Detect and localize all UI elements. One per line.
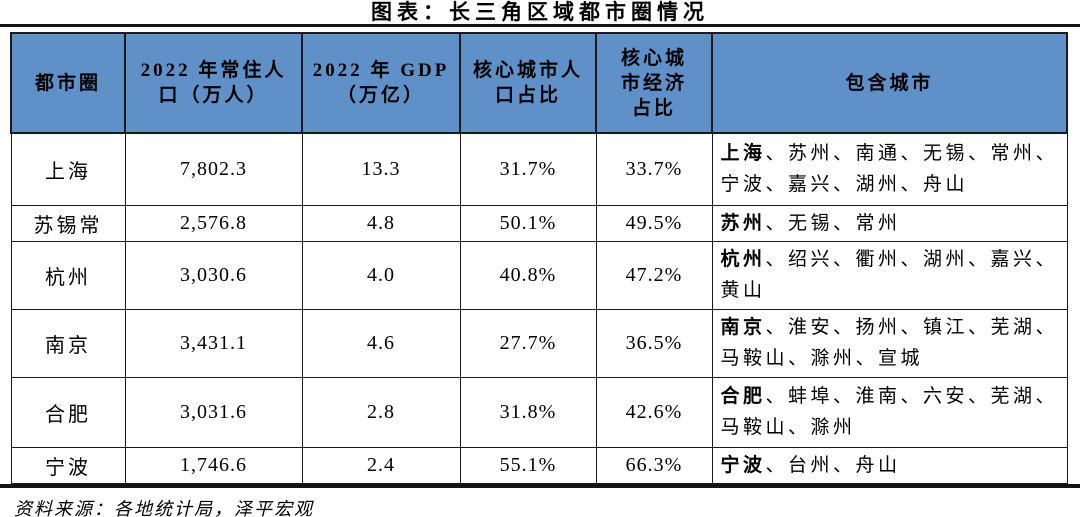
gdp-value: 4.0 [301, 240, 461, 310]
core-city-name: 杭州 [720, 249, 766, 270]
population-value: 7,802.3 [124, 132, 303, 206]
table-bottom-rule [0, 483, 1080, 488]
included-cities: 合肥、蚌埠、淮南、六安、芜湖、马鞍山、滁州 [711, 376, 1068, 448]
gdp-value: 13.3 [301, 132, 461, 206]
core-city-name: 苏州 [720, 212, 766, 234]
other-cities: 、苏州、南通、无锡、常州、宁波、嘉兴、湖州、舟山 [720, 143, 1059, 196]
population-value: 3,030.6 [124, 240, 303, 310]
included-cities: 苏州、无锡、常州 [711, 204, 1068, 242]
other-cities: 、蚌埠、淮南、六安、芜湖、马鞍山、滁州 [720, 386, 1059, 438]
metro-name: 宁波 [10, 446, 126, 484]
header-row: 都市圈 2022 年常住人 口（万人） 2022 年 GDP （万亿） 核心城市人口… [10, 32, 1068, 134]
gdp-value: 2.8 [301, 376, 461, 448]
gdp-value: 2.4 [301, 446, 461, 484]
core-pop-share-value: 55.1% [459, 446, 597, 484]
metro-name: 杭州 [10, 240, 126, 310]
header-cell-core-pop-share: 核心城市人 口占比 [459, 32, 597, 134]
table-row: 苏锡常 2,576.8 4.8 50.1% 49.5% 苏州、无锡、常州 [10, 204, 1068, 242]
gdp-value: 4.8 [301, 204, 461, 242]
header-cell-population: 2022 年常住人 口（万人） [124, 32, 303, 134]
gdp-value: 4.6 [301, 308, 461, 378]
table-row: 合肥 3,031.6 2.8 31.8% 42.6% 合肥、蚌埠、淮南、六安、芜… [10, 376, 1068, 448]
page-title: 图表：长三角区域都市圈情况 [371, 0, 709, 24]
core-econ-share-value: 36.5% [595, 308, 713, 378]
metro-name: 合肥 [10, 376, 126, 448]
header-cell-included-cities: 包含城市 [711, 32, 1068, 134]
source-note: 资料来源：各地统计局，泽平宏观 [14, 498, 314, 517]
core-city-name: 南京 [720, 317, 766, 338]
core-econ-share-value: 42.6% [595, 376, 713, 448]
other-cities: 、台州、舟山 [765, 454, 901, 476]
included-cities: 宁波、台州、舟山 [711, 446, 1068, 484]
population-value: 3,031.6 [124, 376, 303, 448]
included-cities: 南京、淮安、扬州、镇江、芜湖、马鞍山、滁州、宣城 [711, 308, 1068, 378]
other-cities: 、无锡、常州 [765, 212, 901, 234]
table-row: 上海 7,802.3 13.3 31.7% 33.7% 上海、苏州、南通、无锡、… [10, 132, 1068, 206]
core-econ-share-value: 66.3% [595, 446, 713, 484]
population-value: 1,746.6 [124, 446, 303, 484]
core-pop-share-value: 27.7% [459, 308, 597, 378]
table-row: 宁波 1,746.6 2.4 55.1% 66.3% 宁波、台州、舟山 [10, 446, 1068, 484]
core-econ-share-value: 49.5% [595, 204, 713, 242]
included-cities: 杭州、绍兴、衢州、湖州、嘉兴、黄山 [711, 240, 1068, 310]
metro-name: 苏锡常 [10, 204, 126, 242]
core-city-name: 合肥 [720, 386, 766, 407]
table-row: 杭州 3,030.6 4.0 40.8% 47.2% 杭州、绍兴、衢州、湖州、嘉… [10, 240, 1068, 310]
title-rule [0, 24, 1080, 27]
metro-name: 南京 [10, 308, 126, 378]
header-cell-core-econ-share: 核心城 市经济 占比 [595, 32, 713, 134]
core-city-name: 上海 [720, 143, 766, 165]
table-row: 南京 3,431.1 4.6 27.7% 36.5% 南京、淮安、扬州、镇江、芜… [10, 308, 1068, 378]
core-pop-share-value: 31.8% [459, 376, 597, 448]
other-cities: 、绍兴、衢州、湖州、嘉兴、黄山 [720, 249, 1059, 301]
core-econ-share-value: 47.2% [595, 240, 713, 310]
core-econ-share-value: 33.7% [595, 132, 713, 206]
metro-name: 上海 [10, 132, 126, 206]
header-cell-metro: 都市圈 [10, 32, 126, 134]
metro-areas-table: 都市圈 2022 年常住人 口（万人） 2022 年 GDP （万亿） 核心城市人口… [10, 32, 1068, 484]
header-cell-gdp: 2022 年 GDP （万亿） [301, 32, 461, 134]
core-pop-share-value: 40.8% [459, 240, 597, 310]
core-city-name: 宁波 [720, 454, 766, 476]
core-pop-share-value: 31.7% [459, 132, 597, 206]
population-value: 2,576.8 [124, 204, 303, 242]
core-pop-share-value: 50.1% [459, 204, 597, 242]
included-cities: 上海、苏州、南通、无锡、常州、宁波、嘉兴、湖州、舟山 [711, 132, 1068, 206]
other-cities: 、淮安、扬州、镇江、芜湖、马鞍山、滁州、宣城 [720, 317, 1059, 369]
population-value: 3,431.1 [124, 308, 303, 378]
